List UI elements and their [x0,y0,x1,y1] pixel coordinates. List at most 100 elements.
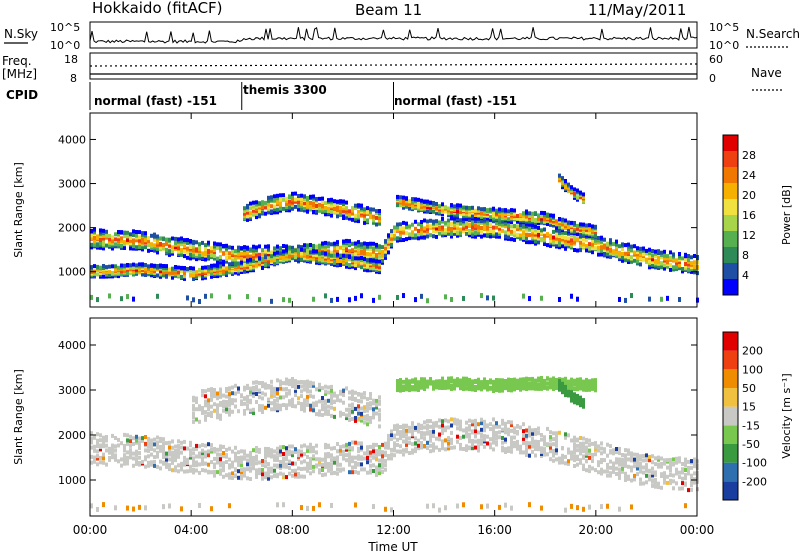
heatmap-cell [582,226,585,231]
heatmap-cell [234,454,237,459]
heatmap-cell [405,447,408,452]
heatmap-cell [630,478,633,483]
heatmap-cell [573,458,576,463]
heatmap-cell [237,245,240,250]
heatmap-cell [135,267,138,272]
heatmap-cell [309,394,312,399]
heatmap-cell [393,236,396,241]
heatmap-cell [111,243,114,248]
heatmap-cell [399,444,402,449]
heatmap-cell [210,404,213,409]
heatmap-cell [396,426,399,431]
heatmap-cell [489,422,492,427]
heatmap-cell [234,458,237,463]
heatmap-cell [507,217,510,222]
heatmap-cell [129,451,132,456]
heatmap-cell [390,437,393,441]
heatmap-cell [651,253,654,258]
heatmap-cell [381,458,384,462]
heatmap-cell [564,384,567,389]
heatmap-cell [141,459,144,464]
heatmap-cell [201,448,204,453]
heatmap-cell [153,437,156,442]
heatmap-cell [471,422,474,427]
heatmap-cell [285,205,288,210]
heatmap-cell [192,239,195,244]
heatmap-cell [309,463,312,468]
heatmap-cell [201,268,204,273]
heatmap-cell [483,211,486,216]
heatmap-cell [537,426,540,431]
heatmap-cell [321,248,324,253]
heatmap-cell [342,400,345,405]
heatmap-cell [501,427,504,432]
heatmap-cell [447,225,450,229]
heatmap-cell [390,229,393,234]
heatmap-cell [546,243,549,248]
heatmap-cell [165,264,168,269]
heatmap-cell [213,402,216,407]
heatmap-cell [567,228,570,233]
heatmap-cell [693,464,696,469]
heatmap-cell [558,241,561,246]
heatmap-cell [354,256,357,261]
heatmap-cell [537,221,540,226]
heatmap-cell [516,439,519,444]
heatmap-cell [525,447,528,452]
heatmap-cell [663,263,666,268]
heatmap-cell [495,424,498,429]
heatmap-cell [480,427,483,432]
heatmap-cell [498,231,501,236]
heatmap-cell [402,220,405,225]
heatmap-cell [624,478,627,482]
heatmap-cell [375,473,378,477]
heatmap-cell [663,249,666,254]
heatmap-cell [237,475,240,480]
heatmap-cell [378,415,381,419]
heatmap-cell [219,459,222,464]
heatmap-cell [204,394,207,399]
heatmap-cell [438,379,441,384]
heatmap-cell [255,461,258,466]
heatmap-cell [219,452,222,457]
heatmap-cell [345,458,348,463]
heatmap-cell [666,264,669,269]
heatmap-cell [288,202,291,207]
heatmap-cell [417,228,420,233]
heatmap-cell [393,427,396,431]
heatmap-cell [360,260,363,265]
heatmap-cell [573,386,576,391]
heatmap-cell [327,390,330,395]
heatmap-cell [588,451,591,456]
heatmap-cell [348,213,351,218]
heatmap-cell [411,203,414,208]
heatmap-cell [366,258,369,263]
heatmap-cell [330,297,333,303]
heatmap-cell [132,456,135,461]
heatmap-cell [594,447,597,452]
heatmap-cell [333,241,336,246]
heatmap-cell [90,460,93,465]
heatmap-cell [153,271,156,275]
heatmap-cell [582,198,585,203]
heatmap-cell [420,235,423,240]
heatmap-cell [552,380,555,385]
heatmap-cell [585,381,588,386]
heatmap-cell [576,195,579,200]
heatmap-cell [645,480,648,485]
heatmap-cell [117,459,120,464]
heatmap-cell [633,258,636,263]
heatmap-cell [330,446,333,451]
heatmap-cell [453,204,456,209]
heatmap-cell [618,475,621,480]
heatmap-cell [651,470,654,475]
heatmap-cell [369,416,372,420]
heatmap-cell [468,233,471,238]
heatmap-cell [573,445,576,450]
heatmap-cell [345,445,348,450]
heatmap-cell [264,205,267,210]
heatmap-cell [345,407,348,412]
heatmap-cell [291,253,294,258]
heatmap-cell [507,449,510,453]
